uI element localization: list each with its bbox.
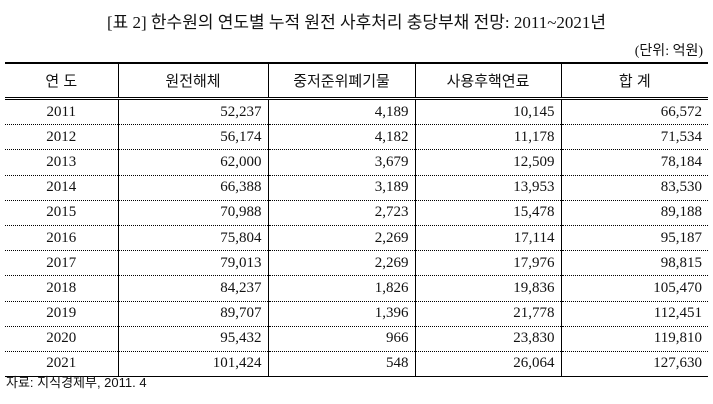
table-cell: 17,114: [414, 225, 561, 252]
table-cell: 95,187: [560, 225, 708, 252]
table-cell: 84,237: [117, 275, 268, 302]
table-cell: 75,804: [117, 225, 268, 252]
table-cell: 98,815: [560, 250, 708, 277]
table-cell: 1,396: [267, 301, 415, 327]
table-cell: 78,184: [560, 149, 708, 176]
table-cell: 23,830: [414, 326, 561, 352]
table-row: 2012 56,174 4,182 11,178 71,534: [5, 124, 708, 151]
table-cell: 2011: [5, 98, 118, 126]
table-cell: 10,145: [414, 98, 561, 126]
table-cell: 15,478: [414, 200, 561, 226]
table-cell: 62,000: [117, 149, 268, 176]
table-cell: 12,509: [414, 149, 561, 176]
table-row: 2019 89,707 1,396 21,778 112,451: [5, 301, 708, 327]
table-row: 2017 79,013 2,269 17,976 98,815: [5, 250, 708, 277]
table-cell: 112,451: [560, 301, 708, 327]
table-cell: 119,810: [560, 326, 708, 352]
table-cell: 2019: [5, 301, 118, 327]
title: [표 2] 한수원의 연도별 누적 원전 사후처리 충당부채 전망: 2011~…: [106, 13, 607, 32]
header-cell: 중저준위폐기물: [267, 62, 415, 100]
table-cell: 2015: [5, 200, 118, 226]
table-row: 2021 101,424 548 26,064 127,630: [5, 351, 708, 378]
table-row: 2013 62,000 3,679 12,509 78,184: [5, 149, 708, 176]
table-cell: 13,953: [414, 175, 561, 201]
source: 자료: 지식경제부, 2011. 4: [6, 375, 147, 390]
table-cell: 2016: [5, 225, 118, 252]
table-cell: 2,269: [267, 250, 415, 277]
header-row: 연 도 원전해체 중저준위폐기물 사용후핵연료 합 계: [5, 62, 708, 100]
table-cell: 2020: [5, 326, 118, 352]
table-cell: 19,836: [414, 275, 561, 302]
table-cell: 548: [267, 351, 415, 378]
table-cell: 1,826: [267, 275, 415, 302]
table-cell: 2012: [5, 124, 118, 151]
table-cell: 11,178: [414, 124, 561, 151]
table-cell: 21,778: [414, 301, 561, 327]
table-cell: 71,534: [560, 124, 708, 151]
table-row: 2020 95,432 966 23,830 119,810: [5, 326, 708, 352]
table-cell: 2,723: [267, 200, 415, 226]
table-cell: 66,572: [560, 98, 708, 126]
table-cell: 101,424: [117, 351, 268, 378]
table-cell: 95,432: [117, 326, 268, 352]
table-cell: 2013: [5, 149, 118, 176]
table-cell: 17,976: [414, 250, 561, 277]
table-cell: 89,707: [117, 301, 268, 327]
table-row: 2016 75,804 2,269 17,114 95,187: [5, 225, 708, 252]
table-row: 2018 84,237 1,826 19,836 105,470: [5, 275, 708, 302]
header-cell: 합 계: [560, 62, 708, 100]
table-cell: 52,237: [117, 98, 268, 126]
table-cell: 2018: [5, 275, 118, 302]
header-cell: 사용후핵연료: [414, 62, 561, 100]
table-cell: 127,630: [560, 351, 708, 378]
table-cell: 966: [267, 326, 415, 352]
table-cell: 26,064: [414, 351, 561, 378]
unit: (단위: 억원): [634, 44, 703, 59]
header-cell: 연 도: [5, 62, 118, 100]
table-row: 2015 70,988 2,723 15,478 89,188: [5, 200, 708, 226]
table-cell: 4,189: [267, 98, 415, 126]
table-cell: 83,530: [560, 175, 708, 201]
table-cell: 3,679: [267, 149, 415, 176]
table-row: 2011 52,237 4,189 10,145 66,572: [5, 98, 708, 126]
table-cell: 2021: [5, 351, 118, 378]
table-cell: 105,470: [560, 275, 708, 302]
table-body: 2011 52,237 4,189 10,145 66,572 2012 56,174 4,1…: [5, 98, 708, 378]
table-cell: 66,388: [117, 175, 268, 201]
header-cell: 원전해체: [117, 62, 268, 100]
table-cell: 3,189: [267, 175, 415, 201]
table-cell: 2017: [5, 250, 118, 277]
table-cell: 2,269: [267, 225, 415, 252]
table-cell: 4,182: [267, 124, 415, 151]
table-cell: 70,988: [117, 200, 268, 226]
table: 연 도 원전해체 중저준위폐기물 사용후핵연료 합 계 2011 52,237 4,189 1…: [5, 62, 708, 378]
table-cell: 56,174: [117, 124, 268, 151]
table-cell: 2014: [5, 175, 118, 201]
table-row: 2014 66,388 3,189 13,953 83,530: [5, 175, 708, 201]
table-cell: 79,013: [117, 250, 268, 277]
table-cell: 89,188: [560, 200, 708, 226]
